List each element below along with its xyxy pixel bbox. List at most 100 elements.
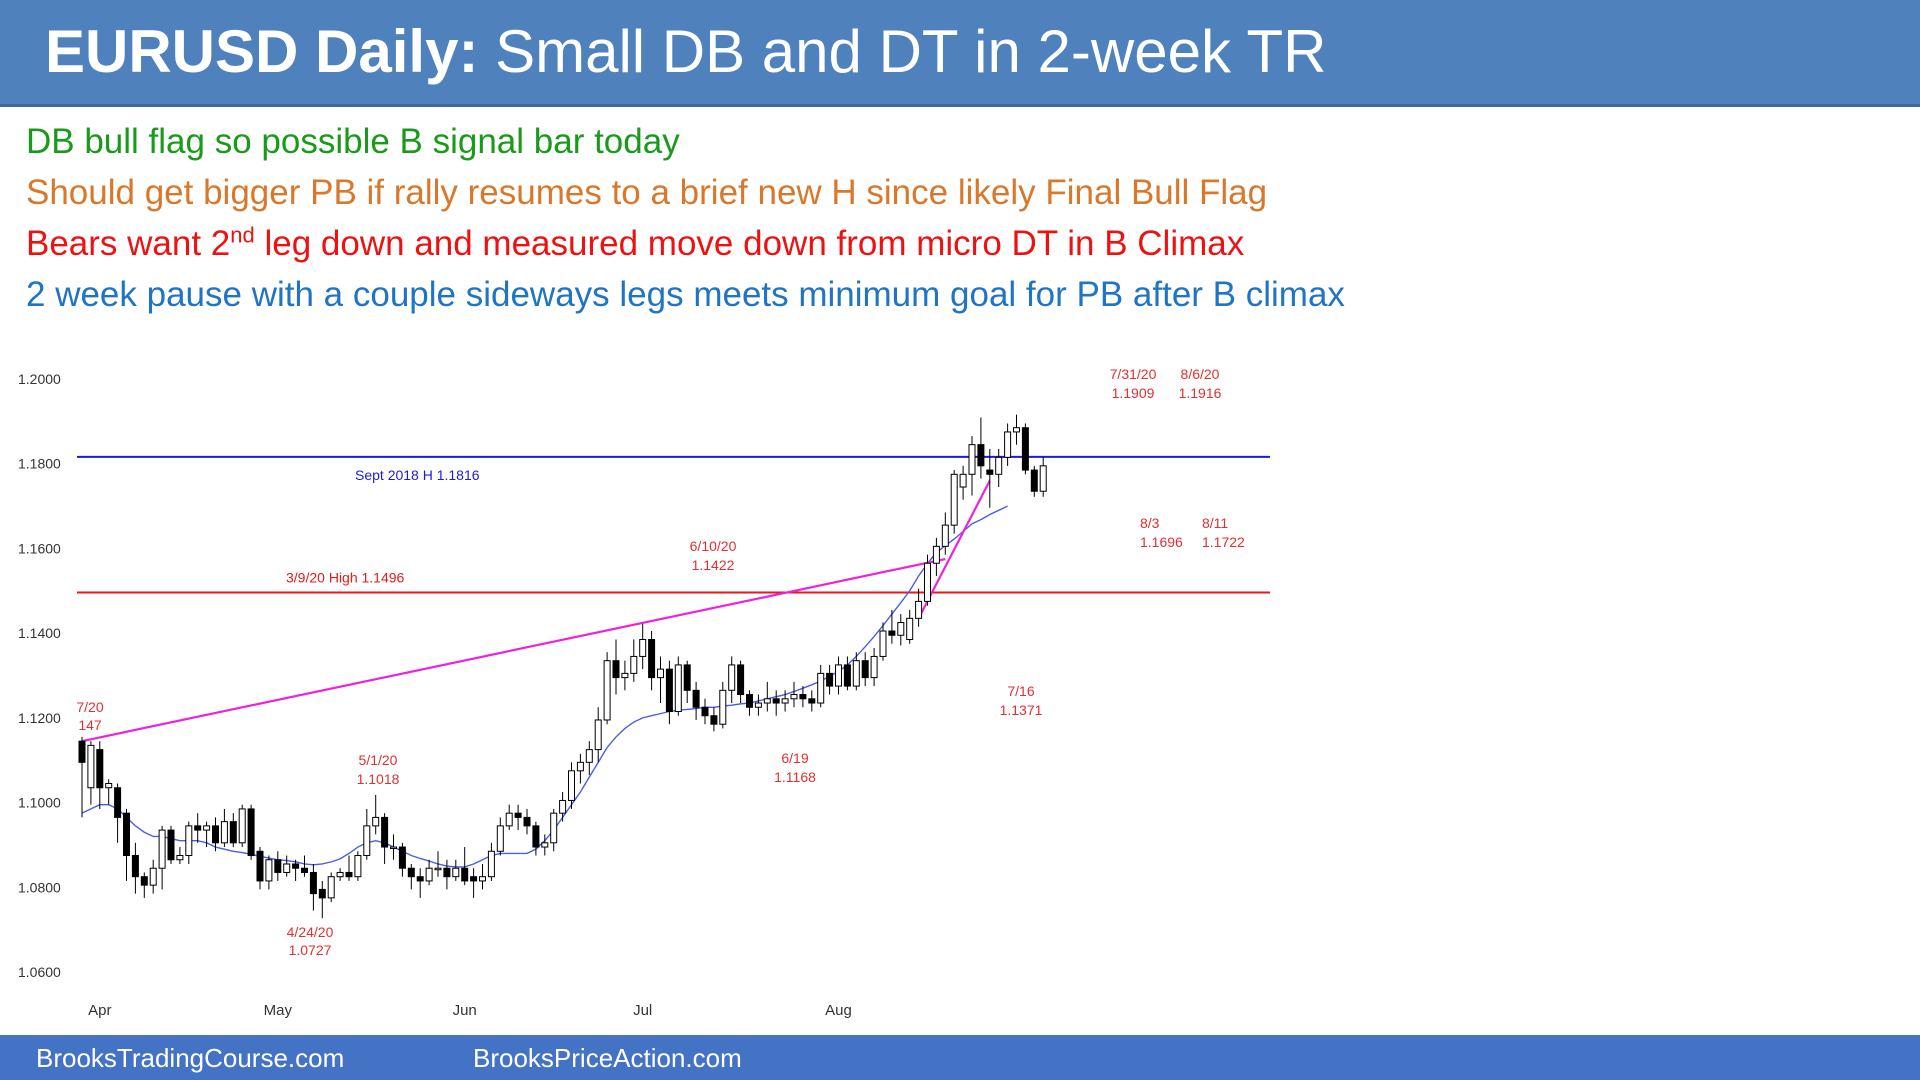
- y-tick-label-7: 1.2000: [18, 371, 61, 387]
- annotation-date-0: 7/20: [76, 699, 103, 715]
- candle-bull: [550, 812, 558, 844]
- candle-bull: [336, 871, 344, 878]
- candle-bull: [452, 867, 460, 878]
- annotation-value-3: 1.1422: [692, 557, 735, 573]
- candle-bull: [327, 876, 335, 899]
- candle-bull: [897, 622, 905, 636]
- candle-bull: [852, 660, 860, 687]
- candle-bear: [78, 740, 86, 763]
- y-tick-label-3: 1.1200: [18, 710, 61, 726]
- candle-bear: [612, 660, 620, 679]
- candle-bull: [265, 859, 273, 882]
- annotation-value-4: 1.1168: [774, 769, 816, 785]
- candle-bear: [274, 859, 282, 873]
- candle-bear: [470, 876, 478, 882]
- candle-bear: [523, 816, 531, 827]
- candle-bull: [203, 825, 211, 831]
- candle-bear: [772, 698, 780, 704]
- note-db-bull-flag: DB bull flag so possible B signal bar to…: [26, 122, 680, 161]
- candle-bull: [363, 825, 371, 857]
- note-bears-want-pre: Bears want 2: [26, 224, 231, 263]
- candle-bear: [808, 698, 816, 704]
- annotation-value-5: 1.1371: [1000, 702, 1043, 718]
- x-tick-label-0: Apr: [88, 1002, 111, 1019]
- candle-bull: [924, 562, 931, 602]
- candle-bull: [781, 698, 789, 704]
- candle-bear: [701, 706, 709, 717]
- annotation-value-1: 1.0727: [289, 942, 332, 958]
- candle-bear: [799, 694, 807, 700]
- candle-bull: [959, 473, 967, 488]
- candle-bear: [140, 876, 148, 886]
- candle-bull: [657, 668, 664, 679]
- trendline-0: [81, 557, 946, 743]
- annotation-value-0: 147: [78, 717, 102, 733]
- moving-average-line: [81, 505, 1008, 868]
- candle-bear: [692, 689, 700, 708]
- candle-bear: [746, 694, 753, 708]
- y-tick-label-4: 1.1400: [18, 625, 61, 641]
- candle-bull: [158, 829, 166, 869]
- annotation-date-1: 4/24/20: [287, 924, 334, 940]
- candle-bear: [114, 787, 122, 818]
- candle-bull: [585, 749, 593, 763]
- candle-bear: [683, 664, 691, 691]
- candle-bull: [950, 473, 958, 526]
- candle-bear: [309, 871, 317, 895]
- note-bigger-pb: Should get bigger PB if rally resumes to…: [26, 173, 1268, 212]
- candle-bull: [434, 867, 442, 871]
- candle-bear: [461, 867, 469, 882]
- candle-bull: [790, 694, 798, 700]
- candle-bull: [817, 672, 825, 704]
- candle-bull: [479, 876, 486, 882]
- y-tick-label-2: 1.1000: [18, 795, 61, 811]
- candle-bull: [559, 799, 567, 814]
- candle-bear: [398, 846, 406, 869]
- candle-bull: [354, 855, 362, 878]
- annotation-date-3: 6/10/20: [690, 538, 737, 554]
- candle-bear: [292, 863, 300, 869]
- candle-bear: [977, 444, 985, 467]
- candle-bear: [194, 825, 202, 831]
- x-tick-label-3: Jul: [633, 1002, 652, 1019]
- annotation-value-7: 1.1696: [1140, 534, 1183, 550]
- slide-title-rest: Small DB and DT in 2-week TR: [478, 18, 1327, 85]
- candle-bear: [131, 855, 139, 878]
- reference-line-label-1: 3/9/20 High 1.1496: [286, 569, 405, 585]
- candle-bear: [256, 850, 264, 882]
- candle-bull: [496, 825, 504, 852]
- annotation-date-2: 5/1/20: [359, 752, 398, 768]
- candle-bear: [843, 664, 851, 687]
- candle-bear: [212, 825, 219, 844]
- annotation-value-2: 1.1018: [357, 771, 400, 787]
- eurusd-daily-chart: 1.0600 1.0800 1.1000 1.1200 1.1400 1.1600 1.18…: [18, 366, 1270, 1019]
- candle-bull: [879, 630, 887, 657]
- annotation-date-5: 7/16: [1007, 683, 1034, 699]
- candle-bear: [229, 821, 237, 844]
- candle-bear: [1030, 469, 1038, 492]
- title-bar: EURUSD Daily: Small DB and DT in 2-week …: [0, 0, 1920, 107]
- candle-bull: [915, 600, 923, 619]
- reference-line-label-0: Sept 2018 H 1.1816: [355, 467, 480, 483]
- candle-bear: [861, 660, 869, 679]
- annotation-date-6: 7/31/20: [1110, 366, 1157, 382]
- annotation-value-9: 1.1722: [1202, 534, 1245, 550]
- candle-bear: [665, 668, 673, 713]
- footer-brooks-price-action: BrooksPriceAction.com: [473, 1043, 742, 1073]
- candle-bull: [719, 689, 727, 725]
- candle-bull: [185, 825, 193, 857]
- candle-bull: [754, 702, 762, 708]
- footer-bar: BrooksTradingCourse.com BrooksPriceActio…: [0, 1035, 1920, 1080]
- candle-bull: [603, 660, 611, 721]
- candle-bear: [407, 867, 415, 878]
- candle-bear: [247, 808, 255, 857]
- candle-bull: [220, 821, 228, 844]
- candle-bear: [737, 664, 745, 696]
- candle-bull: [835, 664, 842, 687]
- candle-bull: [674, 664, 682, 713]
- annotation-date-9: 8/11: [1202, 515, 1228, 531]
- candle-bear: [514, 812, 522, 818]
- y-tick-label-5: 1.1600: [18, 540, 61, 556]
- annotation-value-6: 1.1909: [1112, 385, 1155, 401]
- candle-bear: [1021, 427, 1029, 471]
